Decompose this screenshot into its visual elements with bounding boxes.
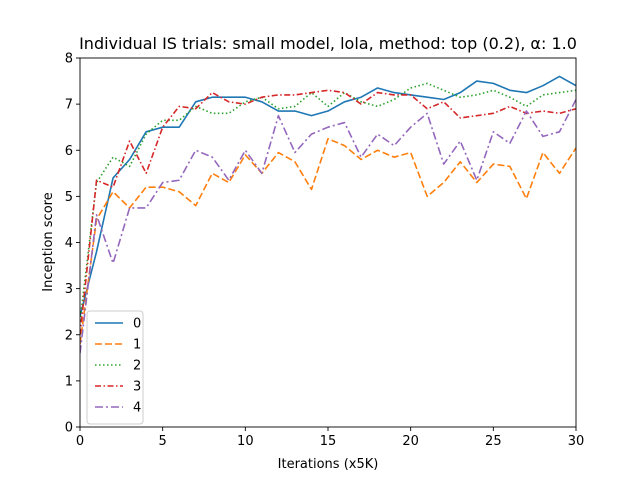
series-line-2 [80, 82, 576, 322]
y-tick-label: 3 [65, 282, 73, 297]
series-line-3 [80, 89, 576, 335]
x-tick-label: 30 [568, 434, 585, 449]
plot-area [79, 57, 577, 428]
x-tick-label: 15 [320, 434, 337, 449]
chart-title: Individual IS trials: small model, lola,… [79, 34, 577, 53]
legend-label-2: 2 [133, 359, 141, 374]
legend-label-4: 4 [133, 401, 141, 416]
y-tick-label: 7 [65, 98, 73, 113]
legend-box [86, 310, 144, 425]
y-tick-label: 2 [65, 328, 73, 343]
x-axis-title: Iterations (x5K) [278, 457, 379, 472]
legend-label-0: 0 [133, 317, 141, 332]
x-tick-label: 10 [237, 434, 254, 449]
y-tick-label: 0 [65, 421, 73, 436]
x-tick-label: 25 [485, 434, 502, 449]
y-axis-title: Inception score [41, 192, 56, 291]
y-tick-label: 1 [65, 374, 73, 389]
legend-label-1: 1 [133, 338, 141, 353]
series-line-4 [80, 99, 576, 354]
y-tick-label: 6 [65, 144, 73, 159]
y-tick-label: 4 [65, 236, 73, 251]
series-line-0 [80, 75, 576, 317]
x-tick-label: 20 [402, 434, 419, 449]
x-tick-label: 5 [159, 434, 167, 449]
y-axis-ticks: 0 1 2 3 4 5 6 7 8 [65, 52, 80, 436]
x-axis-ticks: 0 5 10 15 20 25 30 [76, 427, 584, 449]
series-group [80, 75, 576, 354]
legend: 0 1 2 3 4 [86, 310, 144, 425]
legend-label-3: 3 [133, 380, 141, 395]
y-tick-label: 8 [65, 52, 73, 67]
y-tick-label: 5 [65, 190, 73, 205]
series-line-1 [80, 137, 576, 345]
x-tick-label: 0 [76, 434, 84, 449]
